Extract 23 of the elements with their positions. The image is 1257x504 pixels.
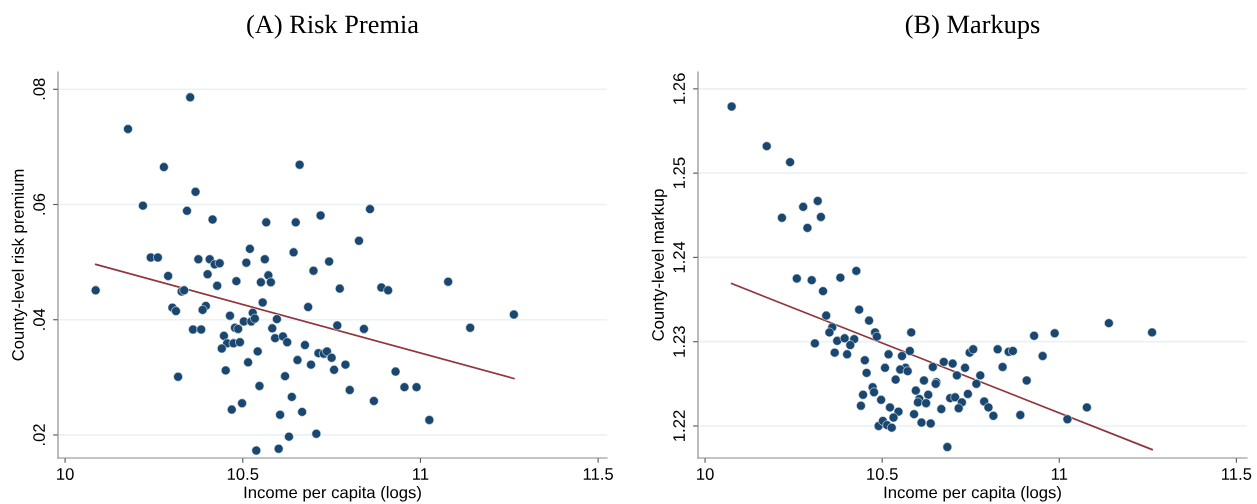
x-axis-title: Income per capita (logs)	[244, 486, 421, 502]
x-tick-label: 10.5	[227, 468, 259, 480]
y-tick-label: 1.25	[673, 157, 685, 189]
y-axis-title: County-level risk premium	[11, 169, 28, 361]
y-tick-label: .02	[33, 424, 45, 446]
chart-title: (B) Markups	[905, 14, 1040, 39]
x-axis-title: Income per capita (logs)	[884, 486, 1061, 502]
y-tick-label: .06	[33, 193, 45, 215]
y-axis-title: County-level markup	[651, 189, 668, 341]
x-tick-label: 10.5	[867, 468, 898, 480]
y-tick-label: 1.22	[673, 410, 685, 441]
y-tick-label: 1.24	[673, 241, 685, 273]
x-tick-label: 11	[413, 468, 429, 480]
x-tick-label: 11	[1051, 468, 1068, 480]
x-tick-label: 10	[697, 468, 714, 480]
x-tick-label: 10	[57, 468, 74, 480]
y-tick-label: 1.26	[673, 73, 685, 104]
x-tick-label: 11.5	[1222, 468, 1252, 480]
y-tick-label: 1.23	[673, 326, 685, 357]
y-tick-label: .04	[33, 308, 45, 330]
y-tick-label: .08	[33, 78, 45, 100]
chart-title: (A) Risk Premia	[247, 14, 419, 39]
x-tick-label: 11.5	[583, 468, 614, 480]
